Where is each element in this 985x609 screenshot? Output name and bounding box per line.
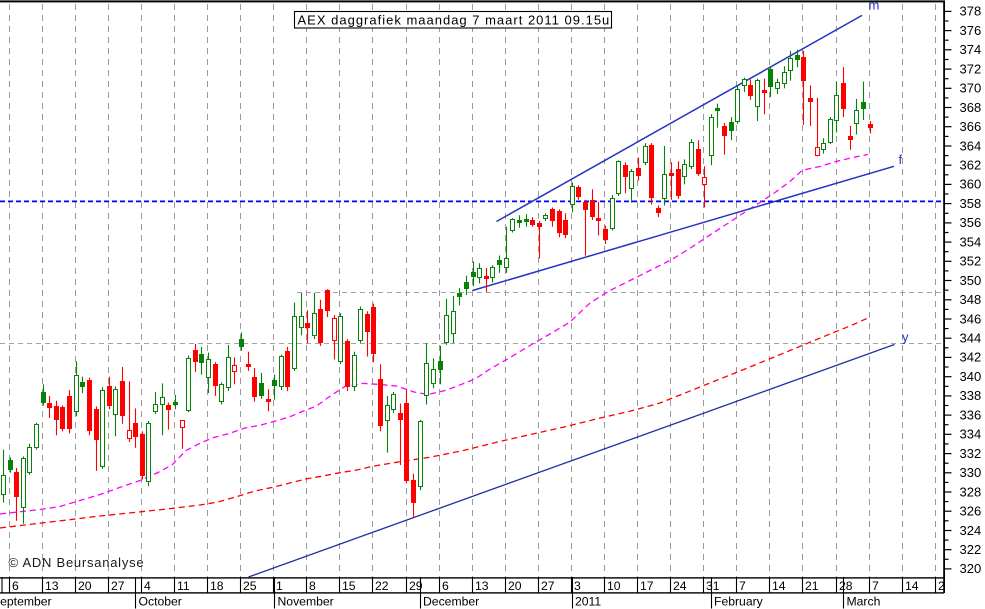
svg-text:372: 372 <box>960 61 982 76</box>
svg-text:342: 342 <box>960 350 982 365</box>
svg-text:352: 352 <box>960 254 982 269</box>
svg-text:22: 22 <box>375 579 389 593</box>
svg-text:346: 346 <box>960 311 982 326</box>
svg-text:27: 27 <box>541 579 555 593</box>
svg-text:376: 376 <box>960 23 982 38</box>
svg-text:10: 10 <box>607 579 621 593</box>
svg-text:4: 4 <box>144 579 151 593</box>
svg-text:m: m <box>869 0 880 13</box>
svg-text:334: 334 <box>960 427 982 442</box>
svg-text:330: 330 <box>960 465 982 480</box>
svg-text:© ADN Beursanalyse: © ADN Beursanalyse <box>9 555 145 570</box>
svg-text:17: 17 <box>640 579 654 593</box>
svg-text:364: 364 <box>960 138 982 153</box>
svg-text:348: 348 <box>960 292 982 307</box>
svg-text:322: 322 <box>960 542 982 557</box>
svg-text:October: October <box>139 595 182 609</box>
svg-text:6: 6 <box>442 579 449 593</box>
svg-text:326: 326 <box>960 504 982 519</box>
svg-text:March: March <box>847 595 881 609</box>
svg-text:324: 324 <box>960 523 982 538</box>
svg-text:366: 366 <box>960 119 982 134</box>
svg-text:20: 20 <box>78 579 92 593</box>
svg-text:328: 328 <box>960 484 982 499</box>
svg-text:8: 8 <box>309 579 316 593</box>
svg-text:December: December <box>423 595 479 609</box>
svg-text:14: 14 <box>772 579 786 593</box>
svg-text:February: February <box>714 595 764 609</box>
svg-text:344: 344 <box>960 331 982 346</box>
svg-text:AEX daggrafiek maandag 7 maart: AEX daggrafiek maandag 7 maart 2011 09.1… <box>298 12 611 27</box>
svg-text:27: 27 <box>111 579 125 593</box>
svg-text:11: 11 <box>177 579 190 593</box>
svg-text:24: 24 <box>673 579 687 593</box>
svg-text:356: 356 <box>960 215 982 230</box>
svg-text:7: 7 <box>872 579 879 593</box>
svg-text:25: 25 <box>243 579 257 593</box>
svg-text:350: 350 <box>960 273 982 288</box>
svg-text:338: 338 <box>960 388 982 403</box>
svg-text:370: 370 <box>960 81 982 96</box>
svg-text:336: 336 <box>960 407 982 422</box>
svg-text:September: September <box>0 595 52 609</box>
svg-text:28: 28 <box>839 579 853 593</box>
svg-text:378: 378 <box>960 4 982 19</box>
svg-text:360: 360 <box>960 177 982 192</box>
svg-text:13: 13 <box>45 579 59 593</box>
svg-text:14: 14 <box>905 579 919 593</box>
svg-text:354: 354 <box>960 234 982 249</box>
svg-text:6: 6 <box>12 579 19 593</box>
svg-text:1: 1 <box>276 579 283 593</box>
svg-text:29: 29 <box>409 579 423 593</box>
svg-text:7: 7 <box>739 579 746 593</box>
svg-text:368: 368 <box>960 100 982 115</box>
svg-text:332: 332 <box>960 446 982 461</box>
svg-text:2: 2 <box>938 579 945 593</box>
svg-text:374: 374 <box>960 42 982 57</box>
svg-text:362: 362 <box>960 158 982 173</box>
svg-text:18: 18 <box>210 579 224 593</box>
svg-text:358: 358 <box>960 196 982 211</box>
svg-text:340: 340 <box>960 369 982 384</box>
svg-text:y: y <box>902 330 909 345</box>
svg-text:13: 13 <box>475 579 489 593</box>
svg-text:f: f <box>899 152 903 167</box>
svg-text:31: 31 <box>706 579 720 593</box>
svg-text:320: 320 <box>960 561 982 576</box>
svg-text:20: 20 <box>508 579 522 593</box>
svg-text:2011: 2011 <box>575 595 601 609</box>
svg-text:November: November <box>278 595 334 609</box>
svg-text:21: 21 <box>805 579 819 593</box>
svg-text:3: 3 <box>574 579 581 593</box>
svg-text:15: 15 <box>342 579 356 593</box>
